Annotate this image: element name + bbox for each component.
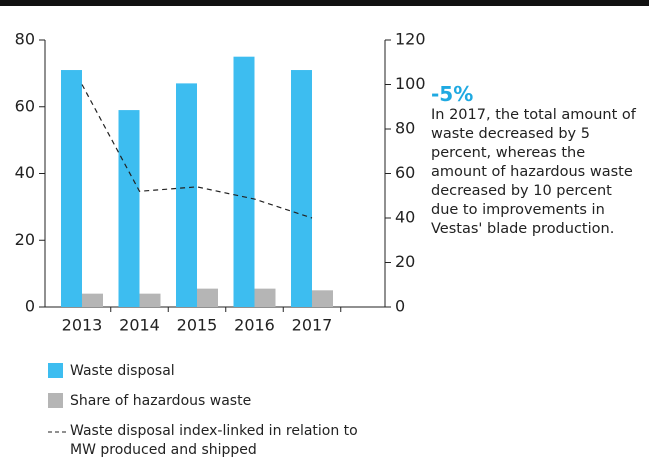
bar (233, 56, 255, 307)
legend-swatch (48, 363, 63, 378)
x-tick-label: 2013 (62, 316, 103, 335)
x-tick-label: 2014 (119, 316, 160, 335)
y-tick-label: 80 (15, 30, 35, 49)
bar (82, 293, 103, 307)
y2-tick-label: 60 (395, 163, 415, 182)
x-tick-label: 2017 (292, 316, 333, 335)
bar (312, 290, 333, 307)
bar (118, 110, 140, 308)
y-tick-label: 0 (25, 297, 35, 316)
bar (139, 293, 161, 307)
legend-label: Waste disposal index-linked in relation … (70, 423, 358, 458)
y-tick-label: 20 (15, 230, 35, 249)
y2-tick-label: 80 (395, 119, 415, 138)
y2-tick-label: 40 (395, 208, 415, 227)
bar (291, 70, 312, 307)
x-tick-label: 2016 (234, 316, 275, 335)
annotation: -5% In 2017, the total amount of waste d… (431, 82, 636, 239)
y-tick-label: 40 (15, 163, 35, 182)
legend-swatch (48, 393, 63, 408)
bar (254, 288, 276, 307)
y2-tick-label: 120 (395, 30, 426, 49)
bar (61, 70, 82, 307)
y-tick-label: 60 (15, 96, 35, 115)
bar (176, 83, 197, 307)
annotation-text: In 2017, the total amount of waste decre… (431, 107, 636, 237)
legend-label: Waste disposal (70, 363, 175, 379)
x-tick-label: 2015 (177, 316, 218, 335)
y2-tick-label: 100 (395, 74, 426, 93)
y2-tick-label: 20 (395, 252, 415, 271)
bar (197, 288, 218, 307)
top-rule (0, 0, 649, 6)
annotation-heading: -5% (431, 82, 474, 106)
y2-tick-label: 0 (395, 297, 405, 316)
legend-label: Share of hazardous waste (70, 393, 252, 409)
